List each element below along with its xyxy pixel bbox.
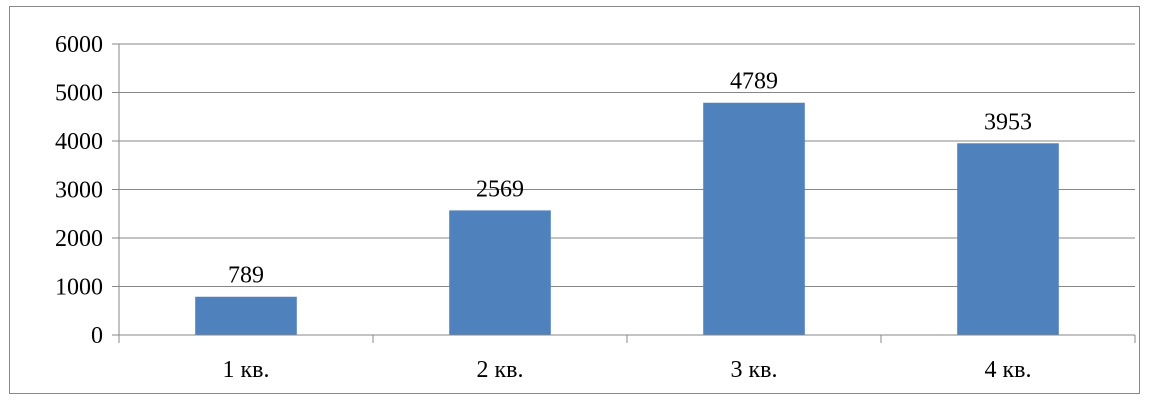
data-label: 3953 <box>984 109 1032 135</box>
y-tick-label: 5000 <box>55 81 103 107</box>
category-label: 3 кв. <box>731 357 778 383</box>
y-tick-label: 1000 <box>55 275 103 301</box>
bars <box>195 102 1059 336</box>
data-label: 789 <box>228 263 264 289</box>
category-label: 1 кв. <box>223 357 270 383</box>
bar <box>449 210 551 335</box>
bar <box>703 102 805 336</box>
data-label: 2569 <box>476 176 524 202</box>
bar <box>195 296 297 335</box>
labels: 0 1000 2000 3000 4000 5000 6000 789 1 кв. 2569 2 к… <box>55 32 1032 383</box>
y-tick-label: 6000 <box>55 32 103 58</box>
category-label: 4 кв. <box>985 357 1032 383</box>
data-label: 4789 <box>730 69 778 95</box>
y-tick-label: 3000 <box>55 178 103 204</box>
axes <box>112 44 1136 343</box>
bar <box>957 143 1059 335</box>
y-tick-label: 4000 <box>55 129 103 155</box>
y-tick-label: 0 <box>91 323 103 349</box>
y-tick-label: 2000 <box>55 226 103 252</box>
category-label: 2 кв. <box>477 357 524 383</box>
